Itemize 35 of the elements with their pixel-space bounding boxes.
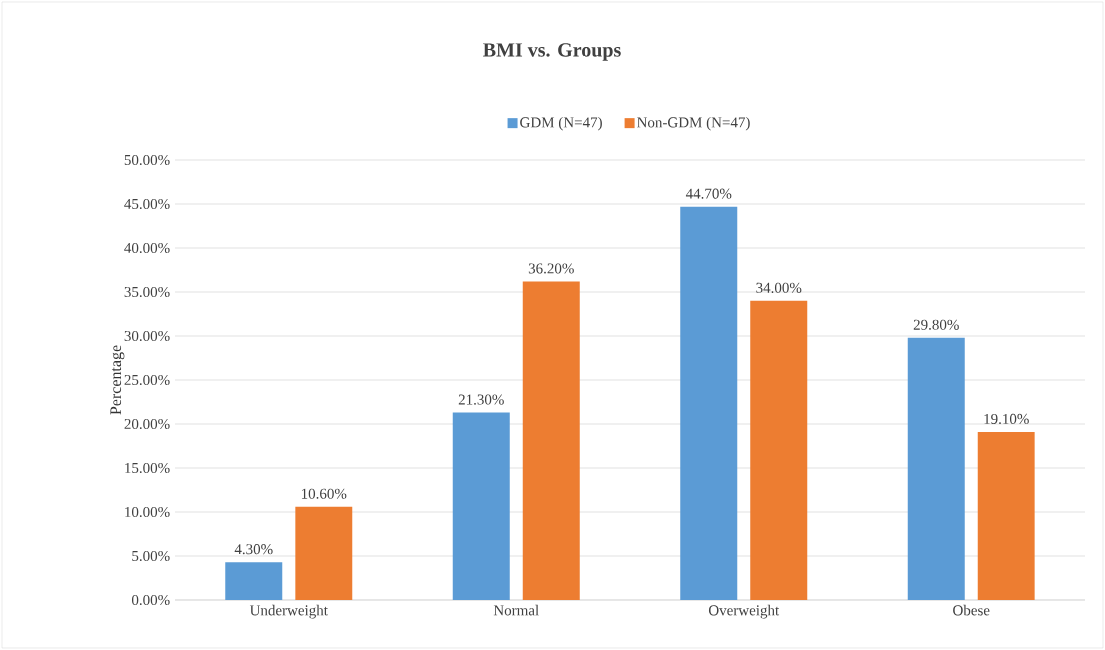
x-tick-label: Overweight xyxy=(708,604,780,619)
y-tick-label: 50.00% xyxy=(124,154,170,166)
legend-label: GDM (N=47) xyxy=(520,116,602,131)
data-label: 34.00% xyxy=(756,282,802,293)
bar xyxy=(750,300,808,600)
x-tick-label: Underweight xyxy=(249,604,328,619)
y-tick-label: 10.00% xyxy=(125,506,170,518)
bar xyxy=(452,412,510,600)
y-tick-label: 45.00% xyxy=(124,198,170,210)
bar xyxy=(680,206,738,600)
bar xyxy=(522,281,580,600)
y-tick-label: 0.00% xyxy=(131,594,170,606)
y-tick-label: 25.00% xyxy=(124,374,170,386)
data-label: 36.20% xyxy=(528,263,574,274)
bar xyxy=(977,431,1035,600)
x-tick-label: Normal xyxy=(493,604,539,616)
bar xyxy=(907,337,965,600)
x-tick-label: Obese xyxy=(953,604,990,616)
y-tick-label: 5.00% xyxy=(132,550,170,562)
y-tick-label: 35.00% xyxy=(124,286,170,298)
bar xyxy=(295,506,353,600)
data-label: 21.30% xyxy=(458,394,504,405)
y-tick-label: 15.00% xyxy=(125,462,170,474)
y-tick-label: 40.00% xyxy=(124,242,170,254)
y-axis-title: Percentage xyxy=(110,345,125,415)
data-label: 29.80% xyxy=(913,319,959,330)
bar xyxy=(225,562,283,600)
data-label: 4.30% xyxy=(234,544,273,555)
data-label: 10.60% xyxy=(301,488,347,499)
chart-title: BMI vs. Groups xyxy=(483,43,621,61)
y-tick-label: 30.00% xyxy=(124,330,170,342)
y-tick-label: 20.00% xyxy=(124,418,170,430)
data-label: 44.70% xyxy=(685,188,732,199)
data-label: 19.10% xyxy=(984,413,1029,425)
legend-label: Non-GDM (N=47) xyxy=(637,116,750,131)
